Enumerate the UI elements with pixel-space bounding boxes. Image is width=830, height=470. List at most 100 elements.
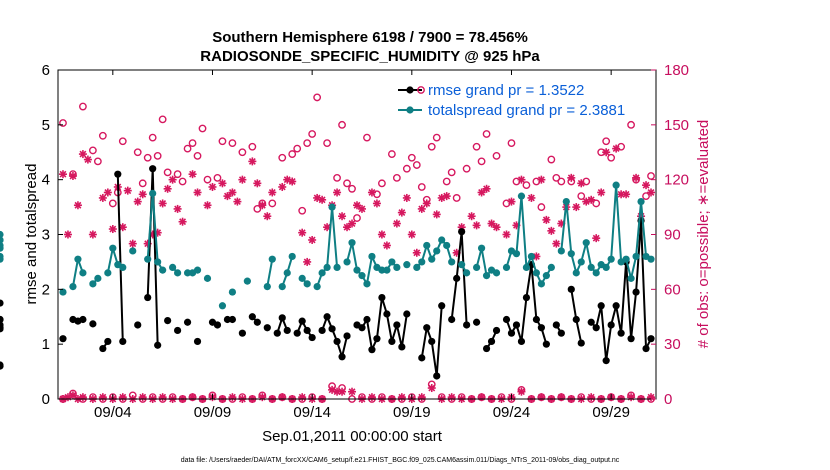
obs-star-stroke: [174, 205, 182, 213]
spread-point: [263, 282, 271, 291]
obs-evaluated-marker: [278, 182, 287, 191]
spread-point: [542, 272, 550, 280]
rmse-point: [273, 329, 281, 337]
obs-count-layer: [58, 93, 656, 403]
obs-star-stroke: [308, 236, 316, 244]
spread-point: [592, 269, 600, 277]
obs-possible-marker: [288, 150, 297, 158]
rmse-point: [567, 285, 575, 293]
spread-point: [522, 263, 531, 271]
obs-possible-marker: [88, 146, 97, 155]
obs-possible-marker: [303, 139, 312, 148]
rmse-point: [512, 321, 521, 329]
obs-evaluated-marker: [472, 221, 481, 230]
spread-point: [627, 274, 635, 282]
spread-point: [557, 247, 565, 255]
rmse-point: [463, 321, 471, 329]
obs-star-stroke: [602, 148, 610, 156]
obs-star-stroke: [333, 189, 341, 196]
obs-evaluated-marker: [193, 188, 202, 197]
obs-possible-marker: [308, 130, 317, 138]
obs-possible-marker: [333, 173, 341, 182]
obs-evaluated-marker-low: [78, 393, 87, 402]
rmse-point: [597, 302, 605, 310]
obs-possible-marker: [417, 183, 426, 191]
spread-point: [622, 255, 630, 263]
obs-evaluated-marker-low: [348, 387, 357, 396]
obs-evaluated-marker: [357, 204, 366, 213]
obs-evaluated-marker: [397, 208, 406, 217]
obs-possible-marker: [183, 144, 192, 153]
obs-star-stroke: [263, 212, 271, 220]
obs-star-stroke: [194, 189, 201, 196]
obs-evaluated-marker: [168, 175, 177, 184]
obs-evaluated-marker: [547, 226, 556, 235]
rmse-point: [358, 324, 366, 332]
rmse-point: [343, 332, 351, 340]
rmse-point: [223, 315, 232, 324]
spread-point: [632, 252, 640, 261]
rmse-line-segment: [450, 231, 468, 326]
obs-star-stroke: [612, 145, 620, 153]
legend-rmse-label: rmse grand pr = 1.3522: [428, 82, 584, 99]
rmse-point: [393, 321, 401, 329]
footnote: data file: /Users/raeder/DAI/ATM_forcXX/…: [181, 457, 620, 464]
rmse-point: [193, 337, 202, 346]
rmse-point: [183, 318, 192, 326]
rmse-point: [492, 326, 501, 335]
obs-star-stroke: [353, 201, 361, 209]
spread-point: [303, 280, 311, 288]
spread-point: [403, 261, 411, 269]
obs-possible-marker: [592, 199, 601, 208]
obs-star-stroke: [383, 242, 391, 249]
spread-point: [378, 266, 386, 274]
legend-obs-marker: [417, 86, 425, 94]
right-axis: 0 30 60 90 120 150 180: [651, 62, 689, 408]
x-tick-label: 09/09: [194, 404, 232, 421]
rmse-point: [278, 314, 286, 322]
obs-possible-marker: [482, 130, 491, 138]
obs-star-stroke: [124, 187, 132, 195]
spread-point: [218, 302, 227, 310]
obs-evaluated-marker: [372, 199, 381, 208]
x-tick-label: 09/19: [393, 404, 431, 421]
obs-star-stroke: [443, 192, 451, 200]
obs-star-stroke: [572, 203, 580, 211]
obs-possible-marker: [607, 153, 616, 162]
obs-evaluated-marker: [632, 173, 641, 182]
spread-point: [94, 274, 102, 282]
rmse-point: [517, 337, 526, 346]
obs-possible-marker: [348, 184, 356, 193]
obs-evaluated-marker-low: [427, 384, 436, 393]
x-axis: 09/04 09/09 09/14 09/19 09/24 09/29: [94, 70, 630, 421]
spread-point: [298, 274, 306, 282]
rmse-point: [482, 344, 491, 353]
obs-possible-marker: [153, 152, 162, 160]
obs-star-stroke: [99, 194, 107, 202]
obs-possible-marker: [278, 153, 287, 162]
obs-star-stroke: [69, 172, 77, 180]
obs-evaluated-marker: [138, 190, 147, 199]
obs-evaluated-marker: [103, 188, 112, 197]
obs-evaluated-marker: [308, 235, 317, 244]
spread-point: [527, 252, 536, 261]
obs-possible-marker: [59, 119, 67, 127]
spread-point: [278, 282, 286, 291]
legend-spread-label: totalspread grand pr = 2.3881: [428, 102, 625, 119]
obs-evaluated-marker: [432, 210, 441, 219]
chart-title-line-2: RADIOSONDE_SPECIFIC_HUMIDITY @ 925 hPa: [200, 48, 540, 65]
spread-point: [89, 280, 97, 288]
obs-star-stroke: [323, 223, 331, 231]
obs-star-stroke: [204, 201, 211, 209]
spread-point: [448, 258, 456, 266]
obs-possible-marker: [472, 142, 481, 151]
spread-point: [423, 241, 431, 250]
rmse-point: [0, 315, 4, 324]
obs-evaluated-marker: [597, 188, 606, 197]
rmse-line-segment: [296, 318, 313, 339]
obs-possible-marker: [313, 93, 322, 102]
obs-star-stroke: [238, 176, 246, 184]
obs-possible-marker: [537, 203, 546, 211]
spread-point: [358, 272, 366, 280]
obs-evaluated-marker-low: [557, 393, 566, 402]
